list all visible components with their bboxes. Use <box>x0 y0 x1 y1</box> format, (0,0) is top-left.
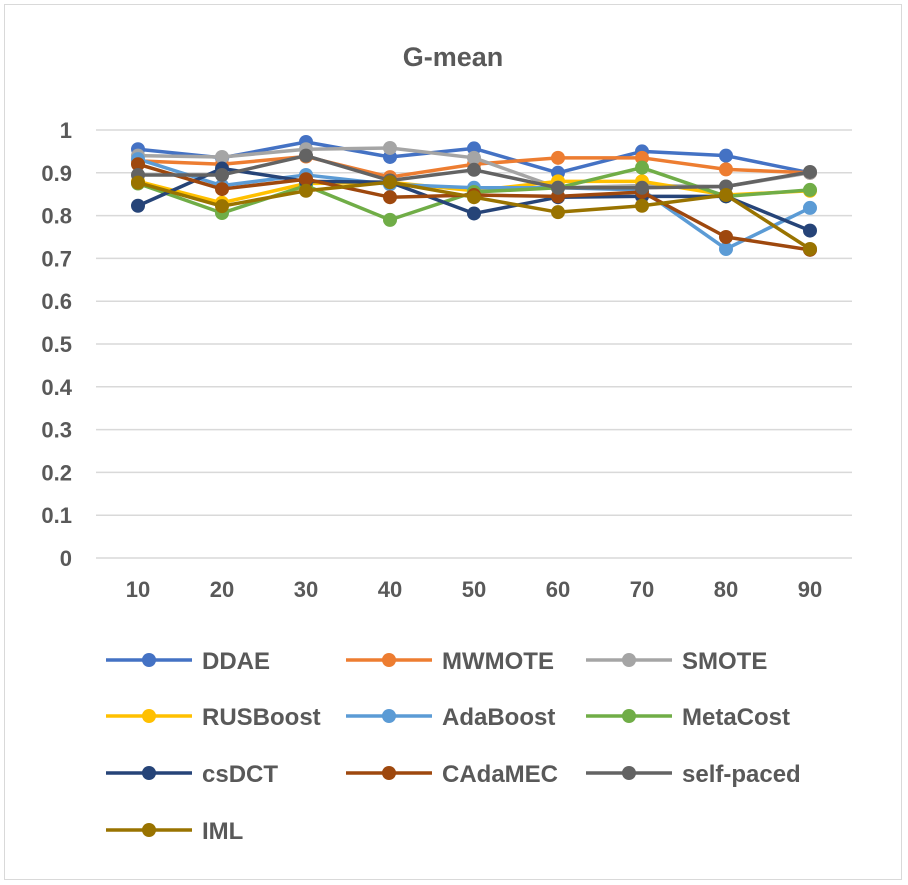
legend-label: RUSBoost <box>202 704 321 731</box>
legend-marker <box>142 709 156 723</box>
legend-label: IML <box>202 818 243 845</box>
legend-entry: AdaBoost <box>346 704 555 731</box>
series-iml <box>131 175 817 256</box>
legend-label: csDCT <box>202 761 278 788</box>
data-point <box>719 230 733 244</box>
data-point <box>383 175 397 190</box>
chart-title: G-mean <box>403 42 504 72</box>
data-point <box>383 212 397 227</box>
data-point <box>635 180 649 195</box>
legend-marker <box>382 766 396 780</box>
legend-entry: IML <box>106 818 243 845</box>
legend-entry: RUSBoost <box>106 704 321 731</box>
x-tick-label: 20 <box>210 577 234 602</box>
y-tick-label: 0.8 <box>41 204 72 229</box>
data-point <box>467 190 481 205</box>
y-tick-label: 0.1 <box>41 503 72 528</box>
legend-marker <box>622 709 636 723</box>
series-lines <box>131 134 817 257</box>
data-point <box>131 175 145 190</box>
legend-entry: DDAE <box>106 648 270 675</box>
legend-marker <box>382 709 396 723</box>
legend-label: SMOTE <box>682 648 767 675</box>
x-tick-label: 60 <box>546 577 570 602</box>
legend: DDAE MWMOTE SMOTE RUSBoost AdaBoost MetaCost c… <box>106 648 801 845</box>
data-point <box>215 199 229 214</box>
data-point <box>215 149 229 164</box>
data-point <box>131 157 145 172</box>
legend-label: MWMOTE <box>442 648 554 675</box>
legend-marker <box>622 766 636 780</box>
x-tick-label: 10 <box>126 577 150 602</box>
x-tick-label: 70 <box>630 577 654 602</box>
data-point <box>635 150 649 165</box>
data-point <box>635 160 649 175</box>
data-point <box>719 148 733 163</box>
y-tick-label: 0.4 <box>41 375 72 400</box>
legend-entry: CAdaMEC <box>346 761 558 788</box>
data-point <box>131 198 145 213</box>
y-axis-tick-labels: 0 0.1 0.2 0.3 0.4 0.5 0.6 0.7 0.8 0.9 1 <box>41 118 72 571</box>
x-tick-label: 30 <box>294 577 318 602</box>
data-point <box>299 172 313 187</box>
data-point <box>215 182 229 197</box>
legend-label: DDAE <box>202 648 270 675</box>
data-point <box>719 241 733 256</box>
data-point <box>383 190 397 205</box>
y-tick-label: 0.7 <box>41 246 72 271</box>
legend-marker <box>142 766 156 780</box>
data-point <box>803 200 817 215</box>
legend-entry: self-paced <box>586 761 801 788</box>
data-point <box>803 182 817 197</box>
data-point <box>635 198 649 213</box>
legend-marker <box>382 653 396 667</box>
data-point <box>803 223 817 238</box>
data-point <box>383 140 397 155</box>
data-point <box>719 162 733 177</box>
data-point <box>551 180 565 195</box>
legend-entry: MWMOTE <box>346 648 554 675</box>
y-tick-label: 0.9 <box>41 161 72 186</box>
legend-label: CAdaMEC <box>442 761 558 788</box>
data-point <box>215 167 229 182</box>
y-tick-label: 1 <box>60 118 72 143</box>
data-point <box>551 205 565 220</box>
data-point <box>719 188 733 203</box>
data-point <box>551 150 565 165</box>
legend-marker <box>142 653 156 667</box>
legend-label: self-paced <box>682 761 801 788</box>
data-point <box>467 162 481 177</box>
y-tick-label: 0 <box>60 546 72 571</box>
y-tick-label: 0.5 <box>41 332 72 357</box>
legend-marker <box>622 653 636 667</box>
y-tick-label: 0.3 <box>41 418 72 443</box>
x-tick-label: 40 <box>378 577 402 602</box>
legend-entry: MetaCost <box>586 704 790 731</box>
x-axis-tick-labels: 10 20 30 40 50 60 70 80 90 <box>126 577 822 602</box>
legend-label: AdaBoost <box>442 704 555 731</box>
data-point <box>299 183 313 198</box>
legend-entry: csDCT <box>106 761 278 788</box>
x-tick-label: 50 <box>462 577 486 602</box>
legend-entry: SMOTE <box>586 648 767 675</box>
data-point <box>299 148 313 163</box>
data-point <box>467 206 481 221</box>
chart-frame <box>4 4 902 880</box>
legend-label: MetaCost <box>682 704 790 731</box>
data-point <box>803 241 817 256</box>
legend-marker <box>142 823 156 837</box>
y-tick-label: 0.6 <box>41 289 72 314</box>
x-tick-label: 80 <box>714 577 738 602</box>
x-tick-label: 90 <box>798 577 822 602</box>
data-point <box>467 150 481 165</box>
data-point <box>803 164 817 179</box>
y-tick-label: 0.2 <box>41 460 72 485</box>
